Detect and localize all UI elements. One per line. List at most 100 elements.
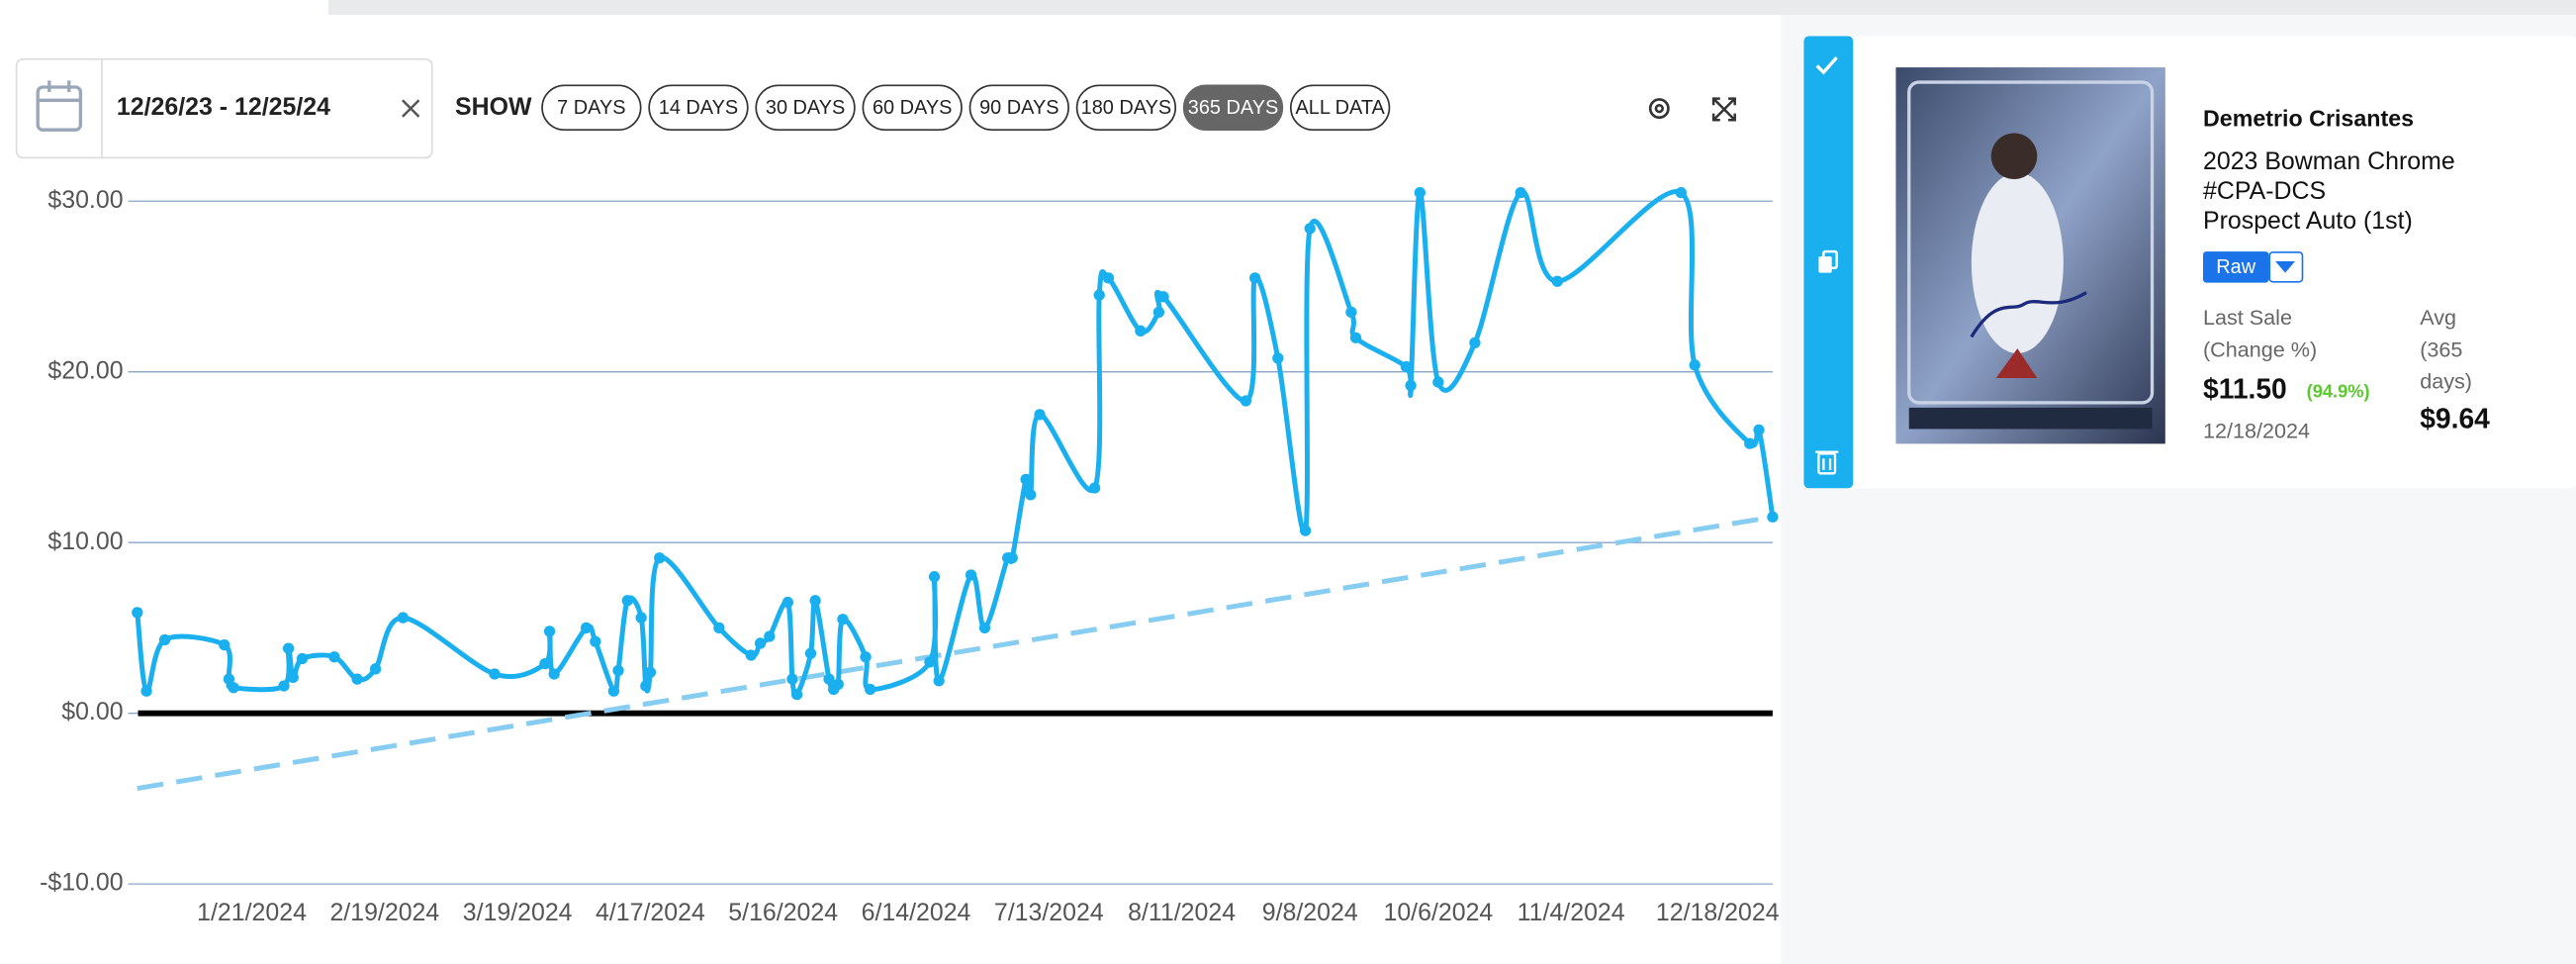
delete-icon[interactable]: [1815, 450, 1839, 475]
sale-point[interactable]: [924, 656, 936, 668]
sale-point[interactable]: [1432, 376, 1444, 388]
sale-point[interactable]: [607, 685, 620, 697]
sale-point[interactable]: [754, 637, 767, 649]
sale-point[interactable]: [369, 663, 382, 675]
sale-point[interactable]: [1006, 552, 1018, 564]
sale-point[interactable]: [1020, 473, 1032, 486]
range-button[interactable]: [1289, 84, 1391, 132]
sale-point[interactable]: [1157, 291, 1169, 303]
copy-icon[interactable]: [1818, 249, 1838, 273]
sale-point[interactable]: [223, 673, 235, 685]
sale-point[interactable]: [287, 671, 299, 684]
sale-point[interactable]: [1135, 325, 1147, 337]
sale-point[interactable]: [1551, 275, 1563, 287]
sale-point[interactable]: [1405, 379, 1417, 392]
top-strip: [0, 0, 2576, 15]
sale-point[interactable]: [1753, 424, 1765, 436]
sale-point[interactable]: [1249, 272, 1261, 284]
select-icon[interactable]: [1815, 56, 1838, 75]
sale-point[interactable]: [1515, 186, 1526, 199]
grade-button[interactable]: [2203, 251, 2269, 283]
sale-point[interactable]: [764, 630, 776, 642]
sale-point[interactable]: [860, 651, 872, 663]
sale-point[interactable]: [1034, 409, 1046, 421]
sale-point[interactable]: [1102, 272, 1115, 284]
sale-point[interactable]: [1272, 352, 1284, 364]
sale-point[interactable]: [823, 673, 835, 685]
expand-icon[interactable]: [1711, 97, 1736, 122]
sale-point[interactable]: [933, 675, 945, 687]
range-button[interactable]: [648, 84, 749, 132]
sale-point[interactable]: [580, 622, 593, 634]
range-button-label: ALL DATA: [1295, 97, 1385, 119]
sale-point[interactable]: [1469, 337, 1481, 349]
sale-point[interactable]: [654, 552, 666, 564]
sale-point[interactable]: [158, 633, 171, 646]
sale-point[interactable]: [786, 673, 798, 685]
sale-point[interactable]: [640, 680, 652, 692]
sale-point[interactable]: [965, 569, 977, 581]
range-button[interactable]: [1182, 84, 1284, 132]
sale-point[interactable]: [228, 682, 239, 694]
sale-point[interactable]: [1152, 306, 1165, 318]
range-button[interactable]: [541, 84, 642, 132]
sale-point[interactable]: [928, 571, 941, 583]
sale-point[interactable]: [1025, 489, 1037, 501]
range-button[interactable]: [968, 84, 1069, 132]
sale-point[interactable]: [782, 596, 793, 609]
sale-point[interactable]: [132, 607, 143, 619]
sale-point[interactable]: [328, 651, 340, 663]
sale-point[interactable]: [1675, 186, 1687, 199]
clear-icon[interactable]: [402, 99, 420, 118]
average-label: days): [2420, 369, 2472, 394]
sale-point[interactable]: [1240, 395, 1252, 407]
sale-point[interactable]: [1767, 511, 1779, 523]
sale-point[interactable]: [590, 635, 601, 647]
range-button[interactable]: [755, 84, 856, 132]
sale-point[interactable]: [1744, 437, 1756, 449]
sale-point[interactable]: [1345, 306, 1357, 318]
sale-point[interactable]: [548, 668, 560, 680]
range-button-label: 180 DAYS: [1081, 97, 1171, 119]
sale-point[interactable]: [1689, 359, 1701, 371]
sale-point[interactable]: [351, 673, 363, 685]
range-button[interactable]: [1075, 84, 1177, 132]
sale-point[interactable]: [1093, 289, 1105, 301]
sale-point[interactable]: [397, 612, 410, 624]
range-button[interactable]: [862, 84, 963, 132]
settings-icon[interactable]: [1648, 98, 1670, 120]
sale-point[interactable]: [539, 657, 551, 670]
sale-point[interactable]: [489, 668, 501, 680]
sale-point[interactable]: [1304, 223, 1316, 235]
sale-point[interactable]: [713, 622, 725, 634]
sale-point[interactable]: [543, 626, 556, 637]
sale-point[interactable]: [278, 680, 290, 692]
y-tick-label: $10.00: [47, 528, 123, 555]
sale-point[interactable]: [621, 595, 633, 607]
sale-point[interactable]: [644, 666, 657, 678]
calendar-icon[interactable]: [36, 80, 83, 132]
sale-point[interactable]: [219, 639, 230, 651]
sale-point[interactable]: [612, 664, 624, 677]
sale-point[interactable]: [1349, 332, 1362, 343]
sale-point[interactable]: [296, 652, 309, 665]
sale-point[interactable]: [140, 685, 152, 697]
sale-point[interactable]: [1088, 482, 1101, 494]
sale-point[interactable]: [635, 612, 647, 624]
sale-point[interactable]: [1299, 525, 1312, 536]
sale-point[interactable]: [1400, 360, 1413, 373]
sale-point[interactable]: [837, 614, 849, 626]
sale-point[interactable]: [804, 647, 817, 659]
sale-point[interactable]: [978, 622, 991, 634]
sale-point[interactable]: [1414, 186, 1426, 199]
sale-point[interactable]: [745, 649, 757, 661]
sale-point[interactable]: [832, 678, 844, 690]
sale-point[interactable]: [865, 683, 876, 696]
sale-point[interactable]: [809, 595, 821, 607]
date-picker[interactable]: [15, 57, 433, 159]
sale-point[interactable]: [790, 689, 803, 701]
sale-point[interactable]: [282, 642, 295, 654]
grade: Raw: [2216, 256, 2255, 278]
